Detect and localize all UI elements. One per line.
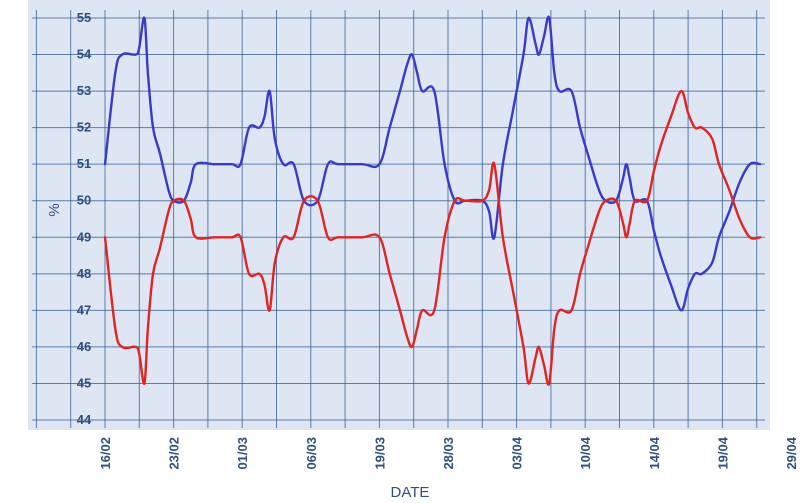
plot-background — [28, 0, 770, 430]
y-tick-label: 52 — [77, 120, 91, 135]
y-tick-label: 47 — [77, 302, 91, 317]
x-axis-ticks: 16/02 23/02 01/03 06/03 19/03 28/03 03/04 10/04… — [98, 436, 799, 470]
x-tick-label: 03/04 — [510, 436, 525, 469]
x-tick-label: 29/04 — [784, 436, 799, 469]
x-tick-label: 28/03 — [441, 437, 456, 470]
y-tick-label: 45 — [77, 375, 91, 390]
x-tick-label: 23/02 — [167, 437, 182, 470]
x-tick-label: 06/03 — [304, 437, 319, 470]
x-tick-label: 16/02 — [98, 437, 113, 470]
x-tick-label: 10/04 — [578, 436, 593, 469]
y-tick-label: 46 — [77, 339, 91, 354]
y-tick-label: 54 — [77, 47, 92, 62]
series-line-2 — [103, 89, 762, 386]
y-axis-ticks: 44 45 46 47 48 49 50 51 52 53 54 55 — [77, 10, 92, 427]
y-tick-label: 51 — [77, 156, 91, 171]
y-axis-title: % — [46, 203, 63, 216]
y-tick-label: 44 — [77, 412, 92, 427]
x-tick-label: 14/04 — [647, 436, 662, 469]
y-tick-label: 48 — [77, 266, 91, 281]
series — [103, 15, 762, 386]
y-tick-label: 49 — [77, 229, 91, 244]
y-tick-label: 50 — [77, 193, 91, 208]
x-tick-label: 19/03 — [372, 437, 387, 470]
x-tick-label: 19/04 — [715, 436, 730, 469]
y-tick-label: 55 — [77, 10, 91, 25]
grid — [32, 10, 765, 428]
y-tick-label: 53 — [77, 83, 91, 98]
x-tick-label: 01/03 — [235, 437, 250, 470]
x-axis-title: DATE — [391, 484, 430, 501]
